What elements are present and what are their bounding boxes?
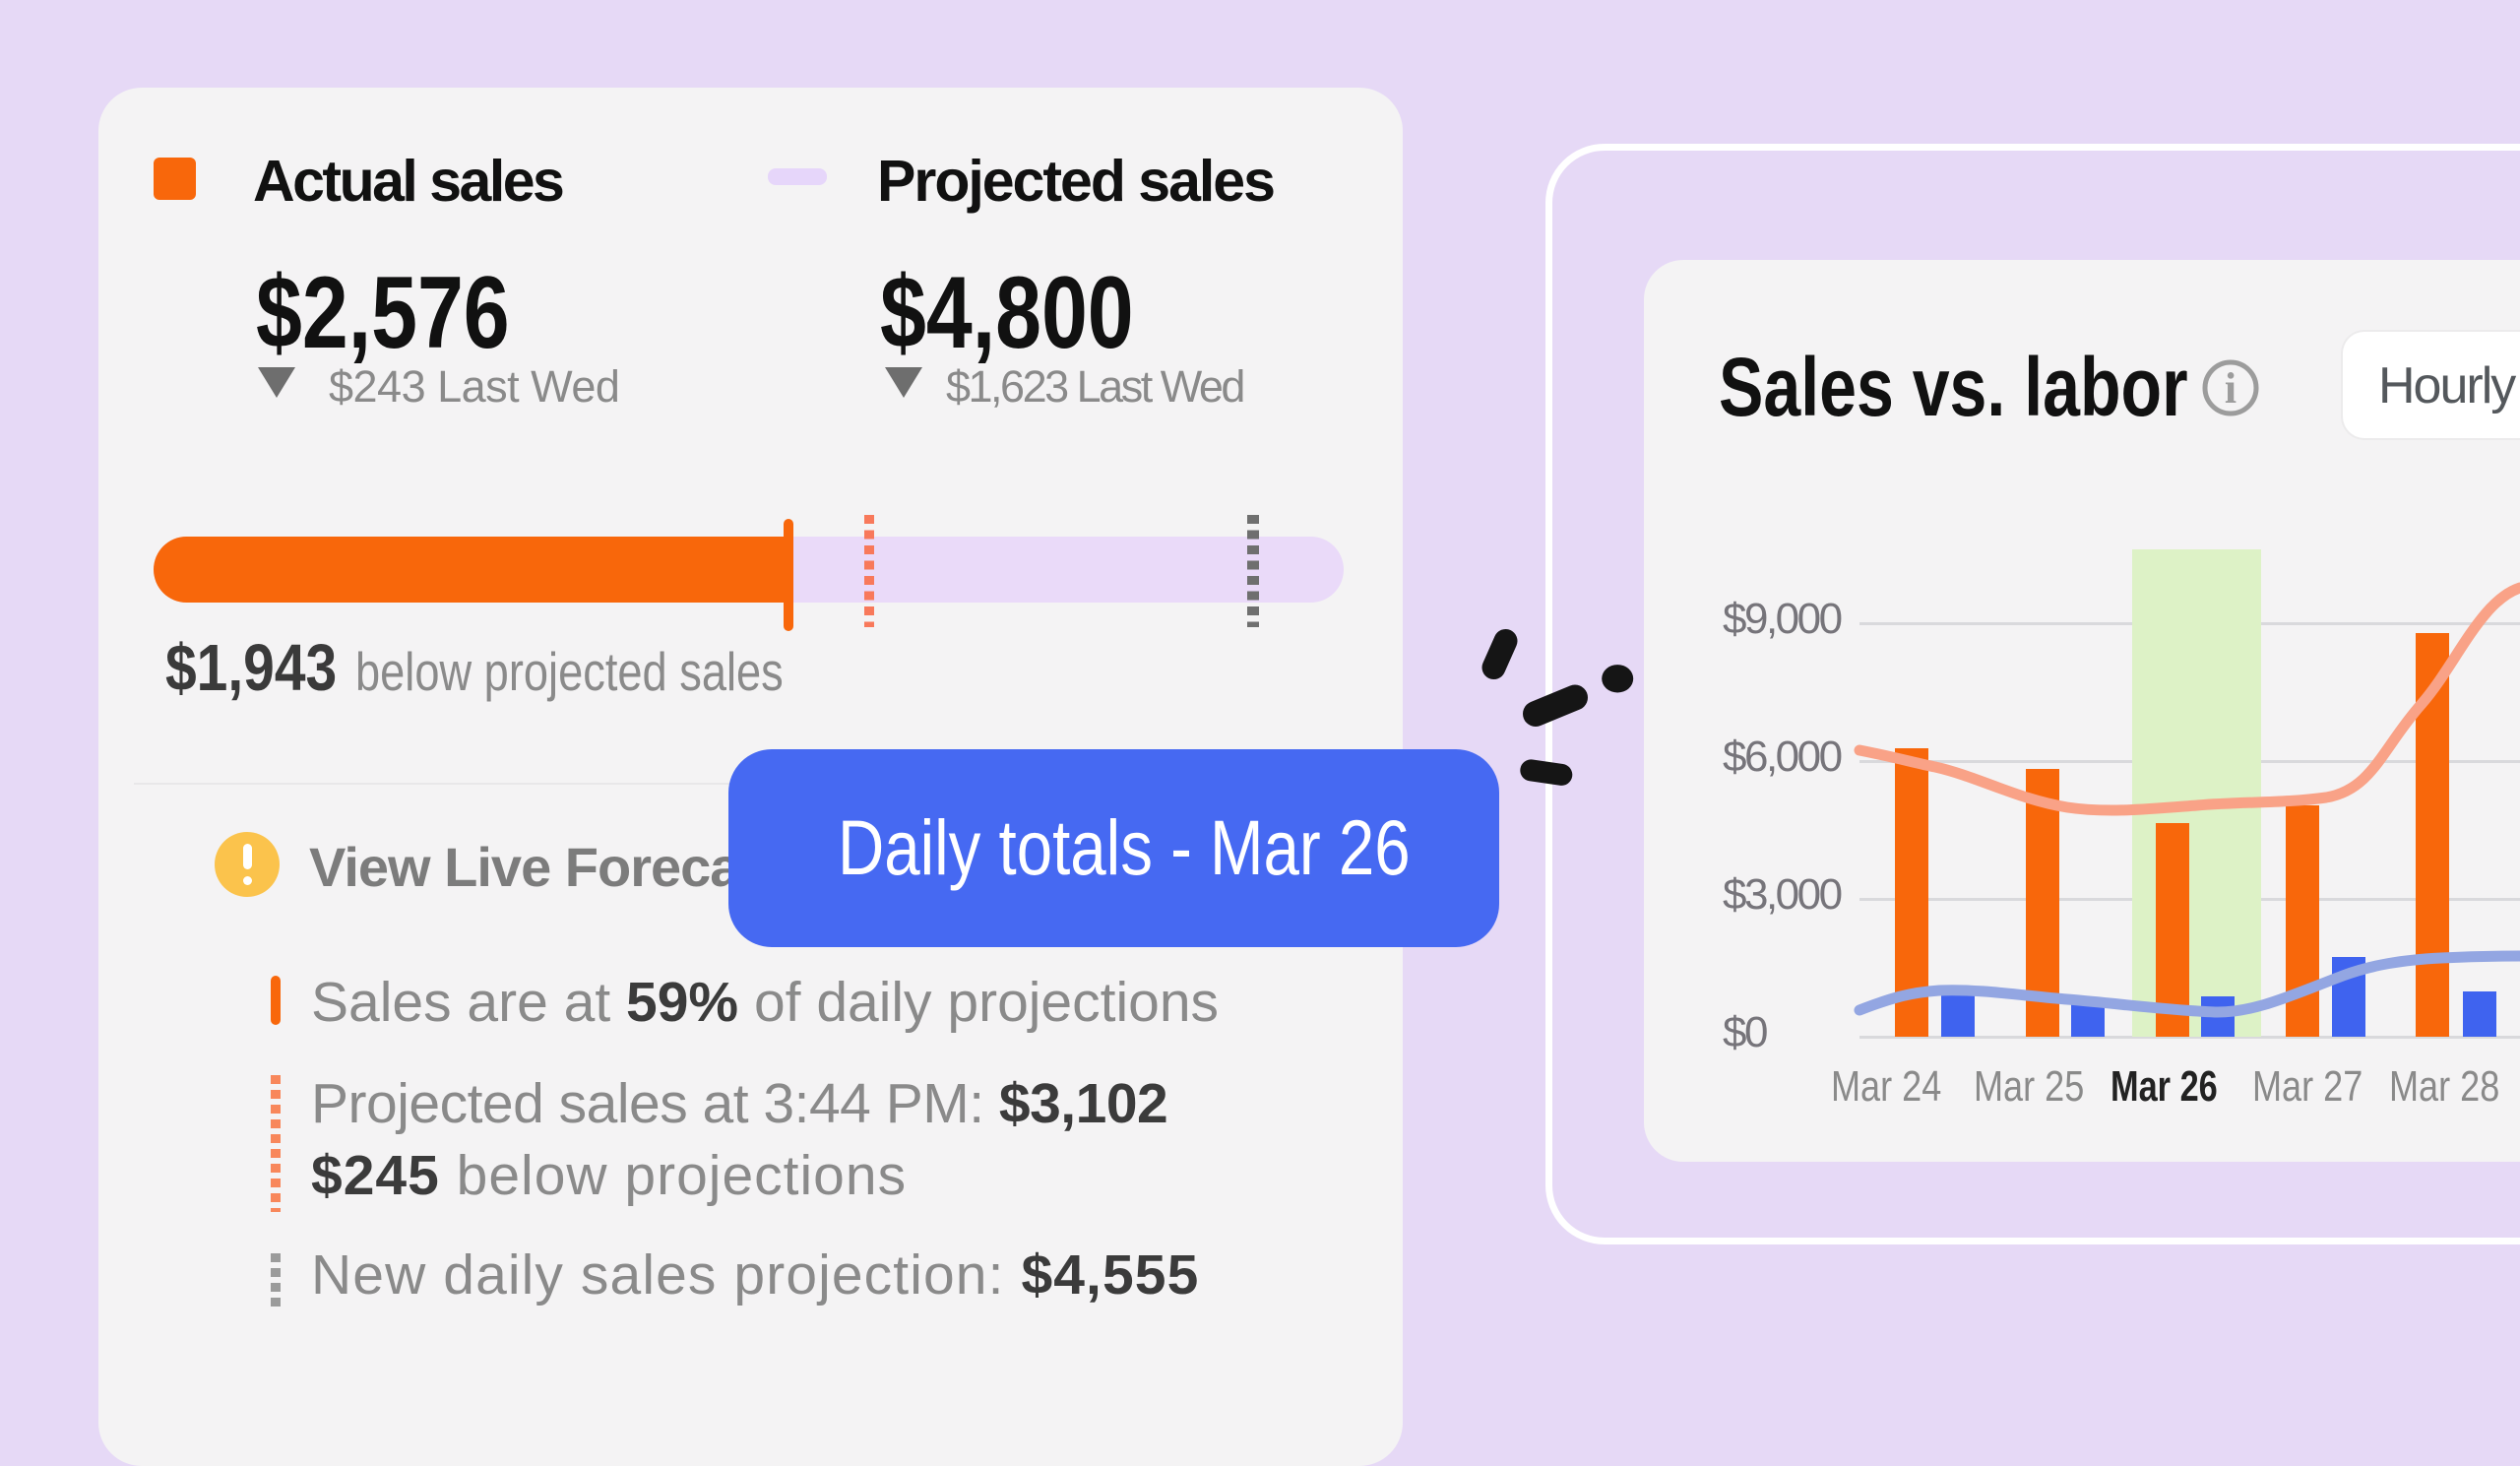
svg-text:i: i	[2225, 364, 2236, 413]
